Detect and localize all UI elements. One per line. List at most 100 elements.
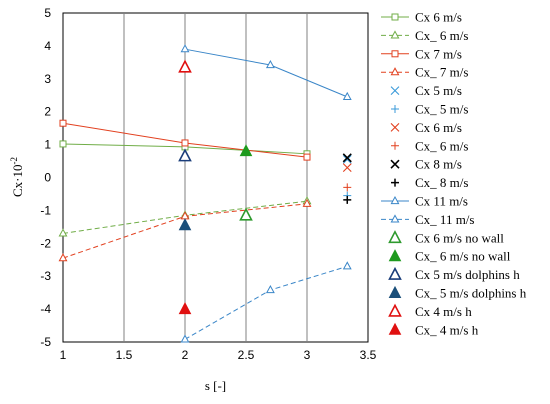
legend-marker — [390, 67, 400, 76]
legend-item: Cx 4 m/s h — [388, 303, 472, 319]
legend-label: Cx_ 11 m/s — [415, 212, 474, 227]
series — [178, 302, 192, 315]
data-point — [239, 207, 253, 221]
data-point — [178, 302, 192, 315]
legend-marker — [391, 13, 399, 21]
legend-label: Cx 11 m/s — [415, 194, 468, 209]
data-point — [58, 228, 68, 237]
data-point — [180, 334, 190, 343]
legend-marker — [388, 266, 402, 280]
y-tick-label: -4 — [40, 302, 51, 316]
legend-item: Cx_ 4 m/s h — [388, 322, 479, 337]
legend-item: Cx_ 6 m/s — [391, 138, 468, 153]
legend-item: Cx_ 5 m/s dolphins h — [388, 285, 527, 301]
x-tick-label: 1 — [60, 348, 67, 362]
data-point — [239, 144, 253, 157]
series — [178, 59, 192, 73]
series — [59, 119, 311, 161]
legend-marker — [391, 178, 399, 187]
legend-label: Cx_ 6 m/s no wall — [415, 249, 511, 264]
data-point — [342, 91, 352, 100]
series — [180, 44, 352, 100]
series — [343, 195, 352, 204]
legend-label: Cx_ 6 m/s — [415, 28, 468, 43]
series — [342, 155, 352, 164]
legend-marker — [388, 249, 402, 262]
y-tick-label: 3 — [44, 72, 51, 86]
legend-marker — [388, 230, 402, 244]
legend-marker — [391, 50, 399, 58]
y-tick-label: 0 — [44, 171, 51, 185]
data-point — [342, 163, 352, 173]
legend-item: Cx_ 5 m/s — [391, 102, 468, 117]
legend-marker — [390, 86, 400, 95]
legend-item: Cx 8 m/s — [390, 157, 462, 172]
legend-item: Cx_ 7 m/s — [381, 65, 468, 80]
legend-label: Cx_ 4 m/s h — [415, 322, 479, 337]
legend-label: Cx_ 8 m/s — [415, 175, 468, 190]
y-tick-label: 2 — [44, 105, 51, 119]
data-point — [342, 261, 352, 270]
legend-marker — [388, 285, 402, 298]
y-tick-label: 4 — [44, 39, 51, 53]
legend-label: Cx 6 m/s no wall — [415, 230, 504, 245]
legend-label: Cx 6 m/s — [415, 120, 462, 135]
legend-item: Cx 6 m/s no wall — [388, 230, 504, 245]
series — [178, 218, 192, 231]
data-point — [303, 153, 311, 161]
data-point — [59, 119, 67, 127]
legend-marker — [390, 195, 400, 205]
legend-item: Cx 5 m/s dolphins h — [388, 266, 520, 282]
legend-item: Cx 5 m/s — [390, 83, 462, 98]
y-tick-label: -3 — [40, 269, 51, 283]
legend-label: Cx_ 5 m/s — [415, 102, 468, 117]
data-point — [342, 155, 352, 164]
series — [178, 148, 192, 162]
legend-marker — [390, 30, 400, 39]
legend-item: Cx 6 m/s — [390, 120, 462, 135]
legend-marker — [391, 141, 399, 150]
series — [343, 183, 352, 192]
x-axis-label: s [-] — [205, 378, 226, 393]
data-point — [59, 140, 67, 148]
legend-item: Cx_ 6 m/s no wall — [388, 249, 511, 264]
series — [58, 198, 312, 262]
data-point — [178, 218, 192, 231]
y-tick-label: 5 — [44, 6, 51, 20]
series-layer — [58, 44, 352, 343]
legend-item: Cx_ 11 m/s — [381, 212, 474, 227]
legend-marker — [388, 303, 402, 317]
series — [342, 153, 352, 163]
legend-marker — [388, 322, 402, 335]
x-tick-label: 3.5 — [360, 348, 377, 362]
legend-item: Cx 7 m/s — [381, 46, 462, 61]
data-point — [178, 59, 192, 73]
y-tick-label: -2 — [40, 236, 51, 250]
legend-label: Cx_ 7 m/s — [415, 65, 468, 80]
y-axis-label-exponent: -2 — [9, 157, 19, 165]
legend-item: Cx 11 m/s — [381, 194, 468, 209]
legend-label: Cx_ 5 m/s dolphins h — [415, 286, 527, 301]
x-tick-label: 2 — [182, 348, 189, 362]
plot-area — [62, 12, 369, 343]
data-point — [343, 183, 352, 192]
series — [180, 261, 352, 343]
data-point — [343, 195, 352, 204]
series — [239, 144, 253, 157]
legend-item: Cx_ 8 m/s — [391, 175, 468, 190]
legend: Cx 6 m/s Cx_ 6 m/s Cx 7 m/s Cx_ 7 m/s Cx 5 m… — [381, 10, 527, 337]
y-tick-labels: -5 -4 -3 -2 -1 0 1 2 3 4 5 — [40, 6, 51, 349]
legend-label: Cx 5 m/s — [415, 83, 462, 98]
x-tick-label: 1.5 — [116, 348, 133, 362]
x-tick-labels: 1 1.5 2 2.5 3 3.5 — [60, 348, 377, 362]
series — [342, 163, 352, 173]
legend-label: Cx 5 m/s dolphins h — [415, 267, 520, 282]
legend-item: Cx 6 m/s — [381, 10, 462, 25]
data-point — [58, 253, 68, 262]
data-point — [180, 44, 190, 53]
x-tick-label: 2.5 — [238, 348, 255, 362]
legend-label: Cx 6 m/s — [415, 10, 462, 25]
data-point — [265, 284, 275, 294]
x-tick-label: 3 — [304, 348, 311, 362]
